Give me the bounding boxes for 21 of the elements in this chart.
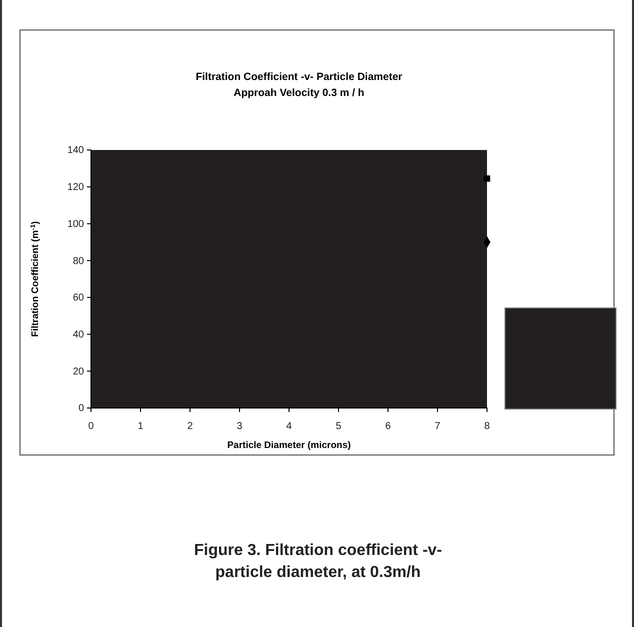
- y-tick-label: 100: [67, 218, 84, 230]
- x-axis-title: Particle Diameter (microns): [227, 440, 351, 451]
- y-tick-label: 60: [72, 292, 84, 304]
- chart-subtitle: Approah Velocity 0.3 m / h: [234, 87, 364, 99]
- x-tick-label: 1: [138, 421, 144, 432]
- x-tick-label: 6: [385, 421, 392, 432]
- x-tick-label: 2: [187, 421, 194, 432]
- x-tick-label: 0: [88, 421, 94, 432]
- y-tick-label: 140: [67, 145, 84, 156]
- x-tick-label: 5: [336, 421, 342, 432]
- chart-title: Filtration Coefficient -v- Particle Diameter: [196, 71, 402, 83]
- x-tick-label: 7: [434, 421, 441, 432]
- y-tick-label: 0: [78, 403, 84, 414]
- y-tick-label: 40: [72, 329, 84, 340]
- y-tick-label: 120: [67, 182, 84, 194]
- caption: Figure 3. Filtration coefficient -v- particle diameter, at 0.3m/h: [194, 542, 442, 581]
- x-tick-label: 8: [484, 421, 490, 432]
- x-tick-label: 4: [286, 421, 292, 432]
- y-tick-label: 80: [72, 256, 84, 267]
- y-tick-label: 20: [72, 366, 84, 378]
- x-tick-label: 3: [236, 421, 243, 432]
